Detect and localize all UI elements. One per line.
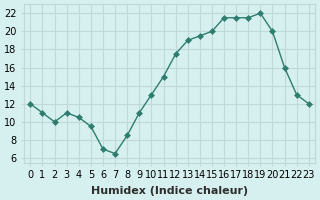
X-axis label: Humidex (Indice chaleur): Humidex (Indice chaleur) [91,186,248,196]
